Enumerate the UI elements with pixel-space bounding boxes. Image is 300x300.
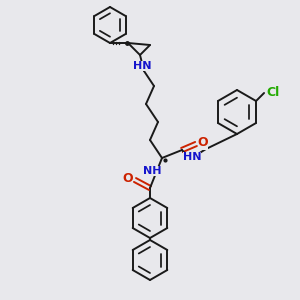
Text: O: O	[198, 136, 208, 149]
Text: O: O	[123, 172, 133, 185]
Text: Cl: Cl	[266, 85, 280, 98]
Text: HN: HN	[183, 152, 201, 162]
Text: HN: HN	[133, 61, 151, 71]
Text: NH: NH	[143, 166, 161, 176]
